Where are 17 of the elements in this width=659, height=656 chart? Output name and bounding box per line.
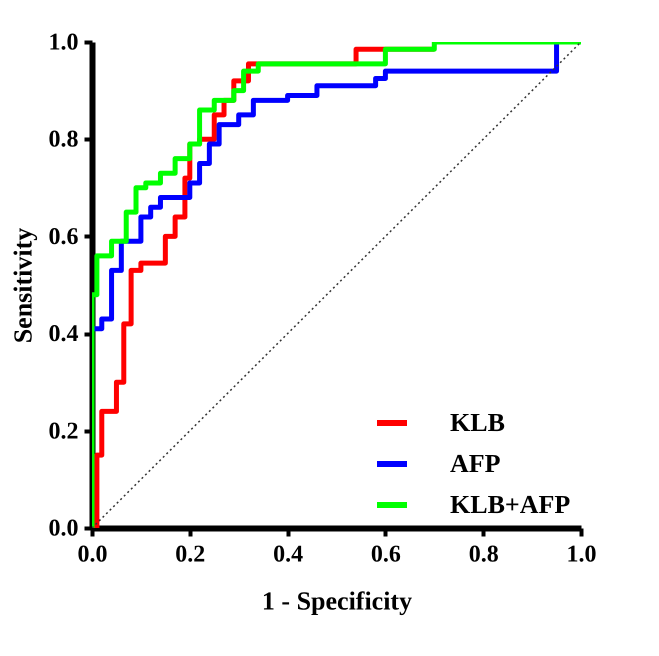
x-tick-label: 0.4 [273, 542, 304, 568]
legend-label: KLB [450, 408, 505, 437]
y-tick-label: 1.0 [48, 30, 78, 56]
x-tick-label: 0.8 [468, 542, 499, 568]
x-tick-label: 0.2 [175, 542, 206, 568]
x-tick-label: 0.0 [78, 542, 108, 568]
y-tick-label: 0.6 [48, 224, 78, 250]
y-tick-label: 0.2 [48, 418, 78, 444]
legend-label: KLB+AFP [450, 490, 570, 519]
x-tick-label: 1.0 [566, 542, 596, 568]
x-axis-title: 1 - Specificity [262, 586, 412, 616]
y-axis-title: Sensitivity [8, 228, 38, 344]
y-tick-label: 0.4 [48, 321, 78, 348]
x-tick-label: 0.6 [370, 542, 401, 568]
y-tick-label: 0.0 [48, 516, 78, 542]
y-tick-label: 0.8 [48, 126, 78, 153]
legend-label: AFP [450, 449, 501, 478]
